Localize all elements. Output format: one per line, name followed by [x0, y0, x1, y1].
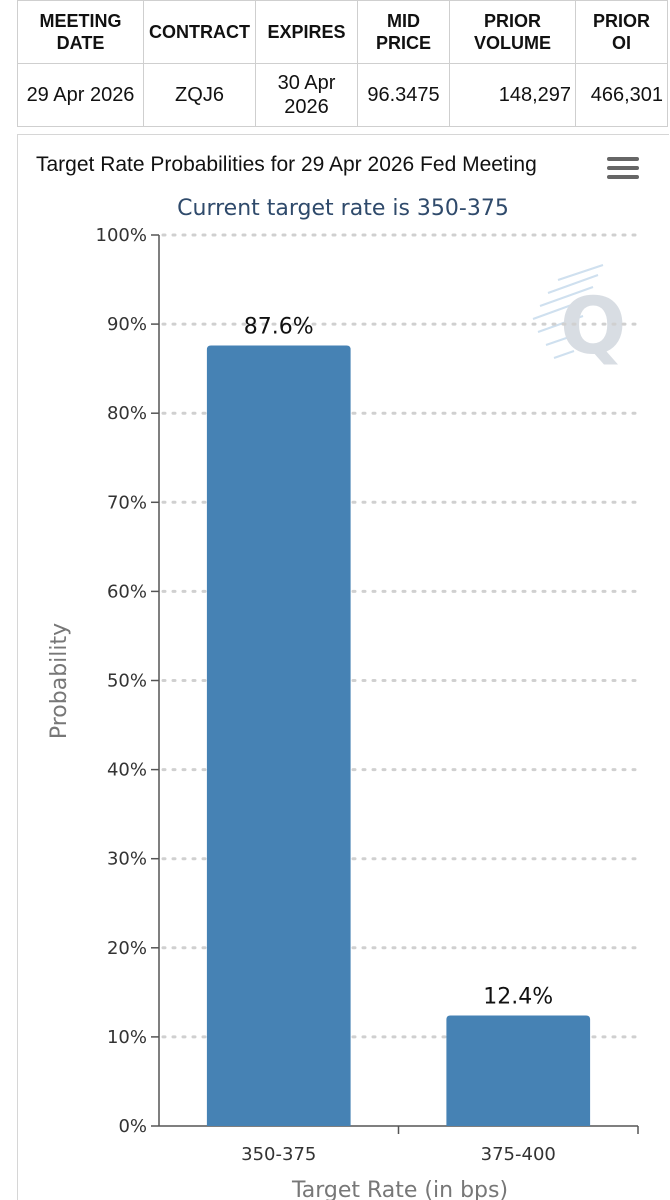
data-label-350-375: 87.6%	[244, 314, 314, 339]
watermark-logo: Q	[532, 264, 626, 372]
cell-expires: 30 Apr 2026	[255, 63, 358, 127]
header-prior-volume: PRIOR VOLUME	[449, 0, 576, 64]
bar-350-375[interactable]	[206, 345, 351, 1126]
header-prior-oi: PRIOR OI	[575, 0, 668, 64]
header-expires: EXPIRES	[255, 0, 358, 64]
y-tick-label: 90%	[107, 314, 147, 335]
x-axis-ticks: 350-375 375-400	[241, 1126, 639, 1165]
cell-mid-price: 96.3475	[357, 63, 450, 127]
cell-prior-volume: 148,297	[449, 63, 576, 127]
y-axis-ticks: 0% 10% 20% 30% 40% 50% 60% 70% 80% 90% 100%	[96, 225, 159, 1137]
chart-panel: Target Rate Probabilities for 29 Apr 202…	[17, 134, 669, 1200]
y-tick-label: 70%	[107, 492, 147, 513]
y-tick-label: 10%	[107, 1027, 147, 1048]
bars	[206, 345, 591, 1126]
table-header-row: MEETING DATE CONTRACT EXPIRES MID PRICE …	[17, 0, 668, 64]
data-labels: 87.6% 12.4%	[244, 314, 553, 1009]
y-tick-label: 40%	[107, 760, 147, 781]
x-tick-label: 350-375	[241, 1144, 316, 1165]
data-label-375-400: 12.4%	[483, 985, 553, 1010]
cell-contract: ZQJ6	[143, 63, 256, 127]
header-meeting-date: MEETING DATE	[17, 0, 144, 64]
y-tick-label: 0%	[118, 1116, 147, 1137]
y-tick-label: 80%	[107, 403, 147, 424]
header-mid-price: MID PRICE	[357, 0, 450, 64]
y-tick-label: 50%	[107, 671, 147, 692]
table-row: 29 Apr 2026 ZQJ6 30 Apr 2026 96.3475 148…	[17, 63, 668, 127]
hamburger-menu-icon[interactable]	[603, 153, 643, 187]
x-tick-label: 375-400	[481, 1144, 556, 1165]
y-tick-label: 20%	[107, 938, 147, 959]
chart-title: Target Rate Probabilities for 29 Apr 202…	[36, 153, 537, 176]
header-contract: CONTRACT	[143, 0, 256, 64]
watermark-letter: Q	[560, 282, 626, 372]
bar-375-400[interactable]	[446, 1015, 591, 1126]
y-tick-label: 60%	[107, 581, 147, 602]
x-axis-title: Target Rate (in bps)	[291, 1178, 508, 1200]
chart-subtitle: Current target rate is 350-375	[177, 196, 509, 221]
y-tick-label: 30%	[107, 849, 147, 870]
y-axis-title: Probability	[47, 623, 72, 739]
cell-prior-oi: 466,301	[575, 63, 668, 127]
contract-table: MEETING DATE CONTRACT EXPIRES MID PRICE …	[17, 0, 668, 127]
y-tick-label: 100%	[96, 225, 147, 246]
probability-chart: Target Rate Probabilities for 29 Apr 202…	[36, 153, 643, 1200]
cell-meeting-date: 29 Apr 2026	[17, 63, 144, 127]
